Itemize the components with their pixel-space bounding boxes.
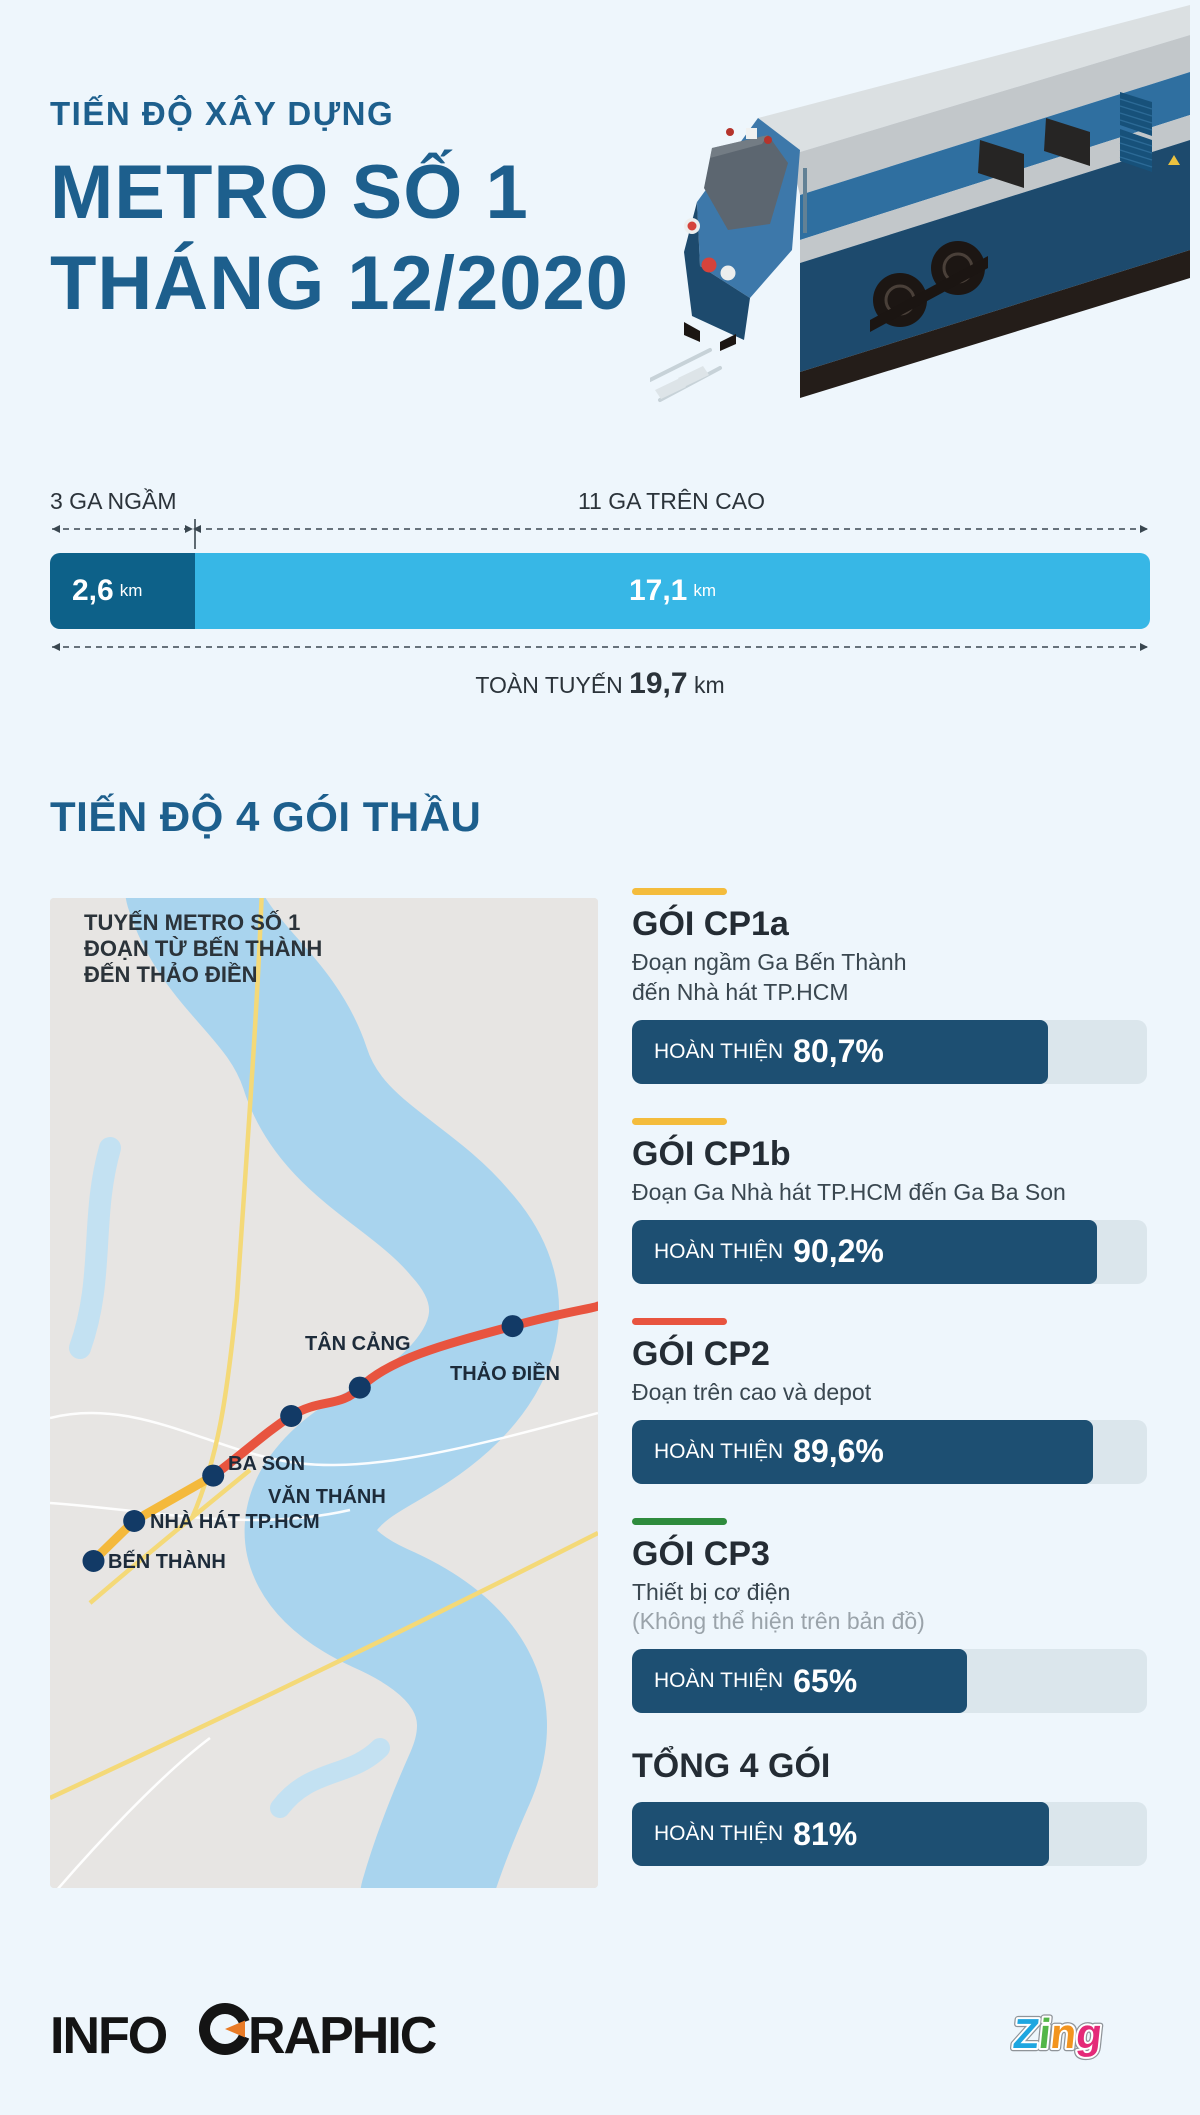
svg-text:BẾN THÀNH: BẾN THÀNH bbox=[108, 1550, 226, 1573]
svg-text:ĐẾN THẢO ĐIỀN: ĐẾN THẢO ĐIỀN bbox=[84, 962, 258, 987]
svg-text:TÂN CẢNG: TÂN CẢNG bbox=[305, 1331, 411, 1355]
svg-text:RAPHIC: RAPHIC bbox=[248, 2007, 437, 2065]
svg-text:BA SON: BA SON bbox=[228, 1453, 305, 1475]
svg-text:INFO: INFO bbox=[50, 2007, 167, 2065]
svg-text:THẢO ĐIỀN: THẢO ĐIỀN bbox=[450, 1362, 560, 1385]
svg-text:Zing: Zing bbox=[1011, 2010, 1105, 2057]
svg-text:TUYẾN METRO SỐ 1: TUYẾN METRO SỐ 1 bbox=[84, 909, 300, 935]
svg-text:ĐOẠN TỪ BẾN THÀNH: ĐOẠN TỪ BẾN THÀNH bbox=[84, 936, 322, 961]
svg-text:VĂN THÁNH: VĂN THÁNH bbox=[268, 1485, 386, 1508]
svg-text:NHÀ HÁT TP.HCM: NHÀ HÁT TP.HCM bbox=[150, 1510, 320, 1533]
